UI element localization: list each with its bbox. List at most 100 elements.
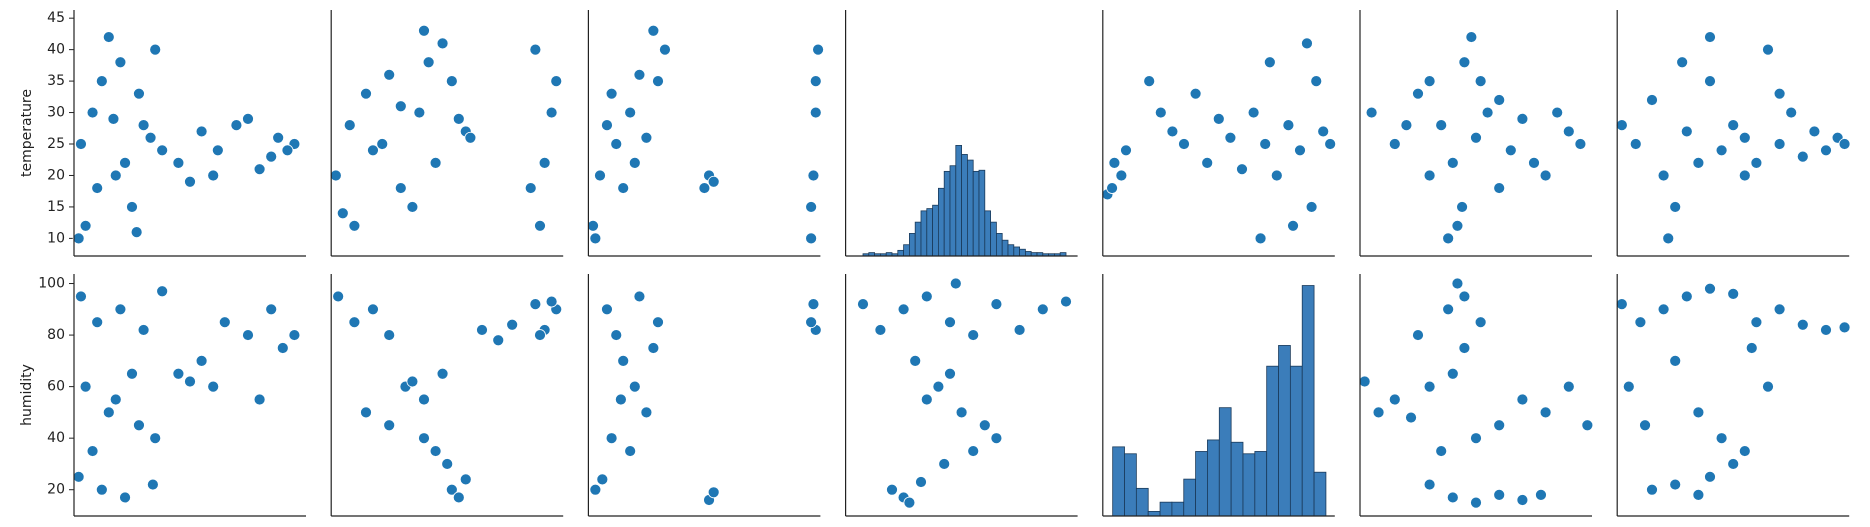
point (1820, 144, 1832, 157)
point (436, 367, 449, 380)
point (492, 334, 505, 347)
point (418, 393, 430, 406)
point (1676, 56, 1689, 69)
point (594, 169, 606, 182)
point (1446, 491, 1459, 504)
point (1474, 316, 1487, 329)
point (429, 445, 442, 457)
point (596, 473, 609, 486)
point (413, 106, 426, 119)
point (1680, 290, 1693, 303)
point (1365, 106, 1378, 119)
point (614, 393, 627, 406)
point (172, 156, 185, 169)
point (422, 56, 435, 69)
y-tick-label: 35 (47, 73, 65, 89)
point (376, 138, 389, 150)
point (545, 295, 558, 308)
y-tick-label: 60 (47, 379, 65, 395)
histogram-bar (903, 244, 910, 257)
point (195, 354, 208, 367)
point (1738, 131, 1751, 144)
point (805, 316, 818, 329)
histogram-bar (1266, 365, 1279, 517)
point (610, 138, 623, 150)
point (1738, 445, 1751, 457)
point (857, 298, 869, 311)
histogram-bar (1124, 453, 1137, 517)
histogram-bar (1147, 510, 1161, 517)
point (1634, 316, 1647, 329)
point (1451, 219, 1464, 232)
point (1305, 201, 1318, 213)
point (114, 56, 127, 69)
histogram-bar (1135, 487, 1149, 517)
point (534, 329, 546, 341)
point (1435, 445, 1448, 457)
point (1838, 138, 1851, 150)
point (1727, 287, 1740, 300)
point (545, 106, 558, 119)
point (1423, 75, 1436, 87)
point (944, 316, 956, 329)
point (640, 406, 653, 419)
point (1808, 125, 1821, 138)
point (445, 75, 458, 87)
point (348, 219, 361, 232)
point (276, 342, 289, 354)
point (1036, 303, 1049, 316)
point (1247, 106, 1260, 119)
point (920, 290, 933, 303)
point (707, 486, 720, 499)
point (242, 329, 254, 341)
point (1646, 94, 1658, 106)
point (1412, 329, 1424, 341)
point (144, 131, 157, 144)
histogram-bar (996, 233, 1003, 257)
point (1820, 324, 1832, 336)
point (1669, 478, 1682, 491)
y-tick-label: 20 (47, 482, 65, 498)
point (1446, 367, 1459, 380)
point (1470, 496, 1482, 509)
point (109, 393, 122, 406)
point (886, 483, 898, 496)
point (336, 207, 349, 220)
point (587, 219, 599, 232)
point (932, 380, 945, 393)
histogram-bar (961, 154, 968, 257)
point (1629, 138, 1642, 150)
point (137, 119, 150, 132)
point (1704, 75, 1716, 87)
histogram-bar (1025, 251, 1032, 257)
point (624, 445, 637, 457)
point (1254, 232, 1267, 245)
y-tick-label: 40 (47, 430, 65, 446)
point (1704, 470, 1716, 483)
point (1615, 298, 1628, 311)
histogram-bar (938, 187, 945, 257)
point (383, 68, 396, 81)
point (652, 316, 664, 329)
point (119, 156, 131, 169)
point (1750, 156, 1763, 169)
point (1456, 201, 1468, 213)
point (1435, 119, 1448, 132)
point (114, 303, 127, 316)
point (406, 201, 419, 213)
point (360, 406, 372, 419)
point (1669, 201, 1682, 213)
point (524, 182, 537, 194)
point (534, 219, 546, 232)
point (1657, 169, 1670, 182)
point (436, 37, 449, 50)
point (133, 419, 145, 432)
point (360, 87, 372, 100)
point (133, 87, 145, 100)
histogram-bar (1289, 365, 1303, 517)
point (589, 232, 602, 245)
point (1405, 411, 1417, 424)
point (1773, 138, 1786, 150)
point (1412, 87, 1424, 100)
point (903, 496, 916, 509)
